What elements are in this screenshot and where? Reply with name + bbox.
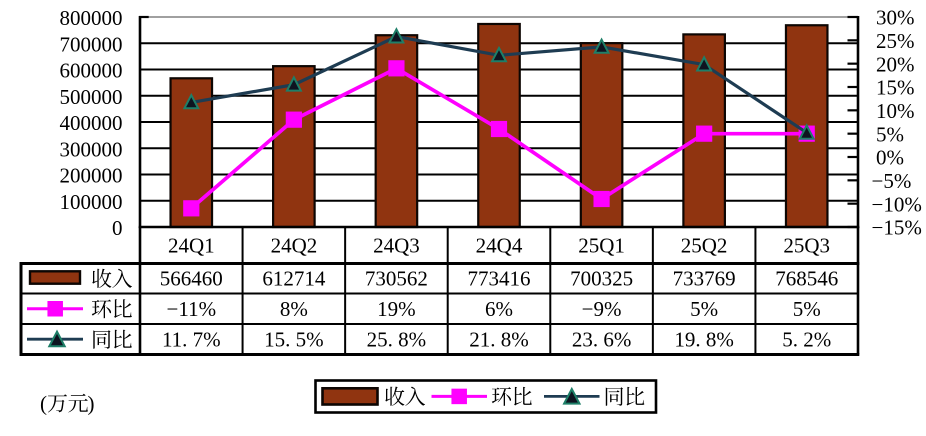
svg-text:200000: 200000	[60, 164, 123, 188]
svg-text:773416: 773416	[468, 267, 531, 291]
svg-text:5. 2%: 5. 2%	[782, 327, 831, 351]
svg-text:24Q4: 24Q4	[476, 234, 523, 258]
svg-text:25Q3: 25Q3	[783, 234, 830, 258]
svg-text:23. 6%: 23. 6%	[572, 327, 632, 351]
svg-text:25Q2: 25Q2	[681, 234, 728, 258]
svg-text:15. 5%: 15. 5%	[264, 327, 324, 351]
svg-text:600000: 600000	[60, 59, 123, 83]
svg-text:−5%: −5%	[872, 169, 912, 193]
svg-text:700325: 700325	[570, 267, 633, 291]
svg-text:25%: 25%	[876, 29, 915, 53]
svg-text:24Q3: 24Q3	[373, 234, 420, 258]
svg-text:10%: 10%	[876, 99, 915, 123]
svg-text:400000: 400000	[60, 111, 123, 135]
svg-text:19. 8%: 19. 8%	[674, 327, 734, 351]
svg-text:20%: 20%	[876, 52, 915, 76]
svg-text:): )	[88, 392, 95, 416]
svg-text:24Q2: 24Q2	[271, 234, 318, 258]
svg-text:−10%: −10%	[872, 192, 922, 216]
svg-text:100000: 100000	[60, 190, 123, 214]
svg-text:0%: 0%	[876, 146, 904, 170]
svg-text:24Q1: 24Q1	[168, 234, 215, 258]
svg-text:30%: 30%	[876, 6, 915, 30]
svg-text:6%: 6%	[485, 297, 513, 321]
svg-text:5%: 5%	[690, 297, 718, 321]
svg-text:500000: 500000	[60, 85, 123, 109]
svg-text:700000: 700000	[60, 33, 123, 57]
svg-text:566460: 566460	[160, 267, 223, 291]
svg-text:5%: 5%	[876, 122, 904, 146]
svg-text:−11%: −11%	[167, 297, 217, 321]
svg-text:25Q1: 25Q1	[578, 234, 625, 258]
svg-text:25. 8%: 25. 8%	[367, 327, 427, 351]
svg-text:733769: 733769	[673, 267, 736, 291]
svg-text:−9%: −9%	[582, 297, 622, 321]
svg-text:768546: 768546	[775, 267, 838, 291]
svg-text:800000: 800000	[60, 6, 123, 30]
svg-text:612714: 612714	[262, 267, 326, 291]
svg-text:(: (	[40, 392, 47, 416]
svg-text:5%: 5%	[793, 297, 821, 321]
svg-text:0: 0	[112, 216, 123, 240]
svg-text:8%: 8%	[280, 297, 308, 321]
svg-text:11. 7%: 11. 7%	[162, 327, 221, 351]
svg-text:−15%: −15%	[872, 216, 922, 240]
svg-text:730562: 730562	[365, 267, 428, 291]
svg-text:300000: 300000	[60, 137, 123, 161]
svg-text:19%: 19%	[377, 297, 416, 321]
svg-text:21. 8%: 21. 8%	[469, 327, 529, 351]
svg-text:15%: 15%	[876, 76, 915, 100]
